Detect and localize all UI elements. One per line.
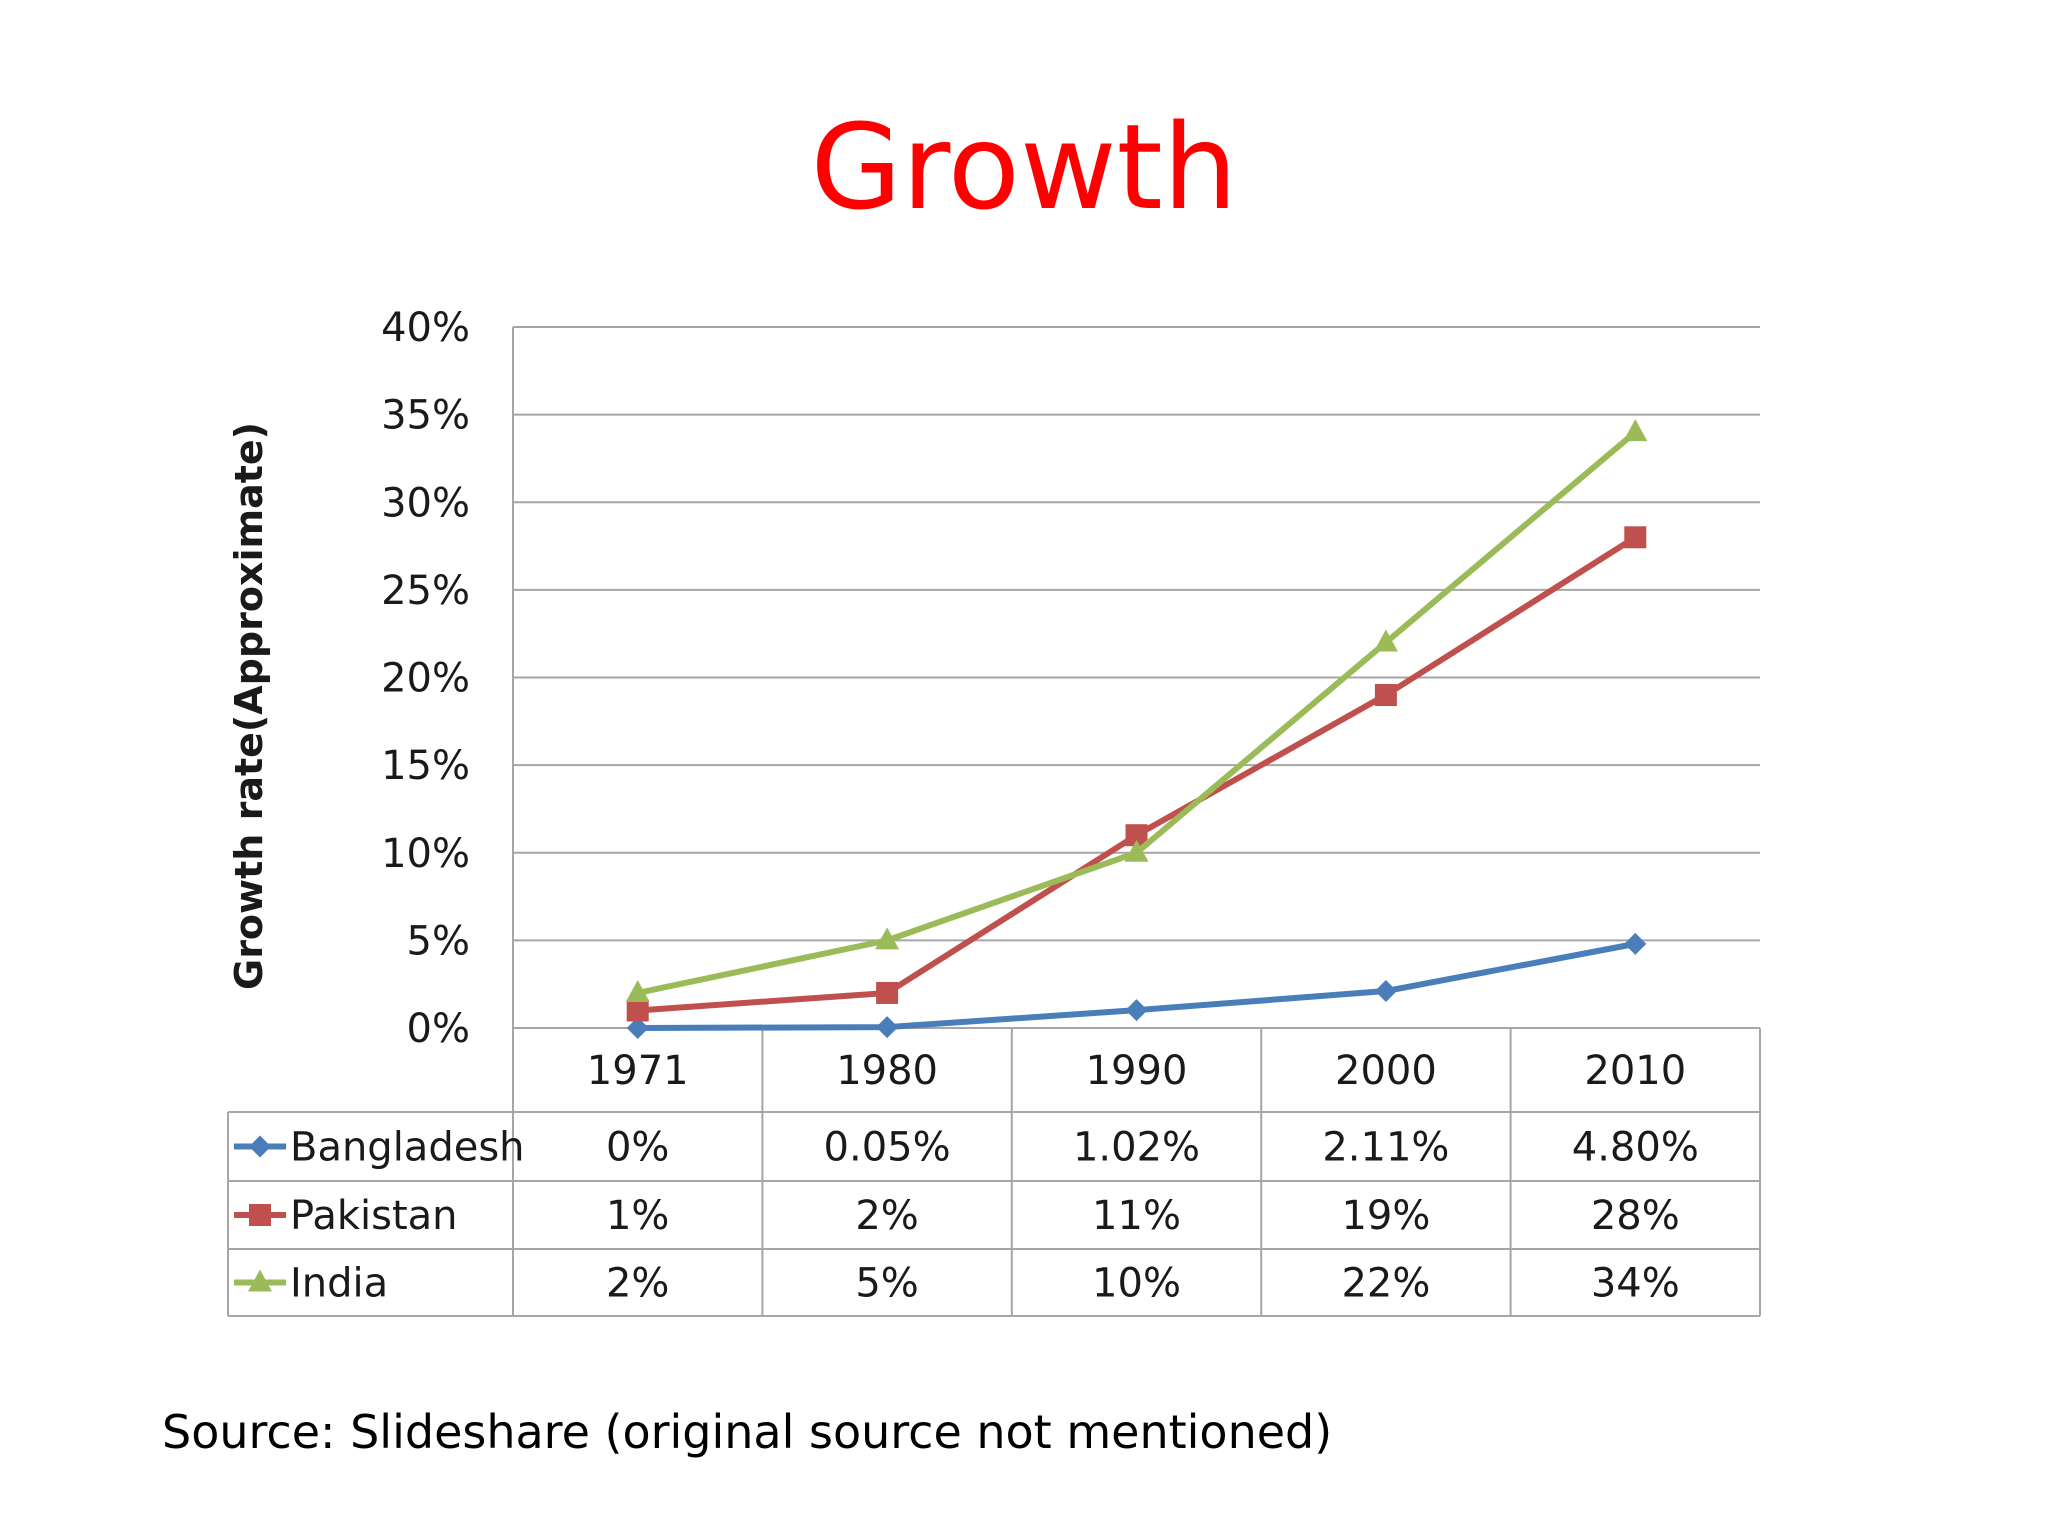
series-lines [625,419,1648,1039]
square-marker [1125,824,1148,847]
diamond-marker [249,1135,271,1158]
data-point [1125,824,1148,847]
data-point [876,981,899,1004]
square-marker [1624,526,1647,549]
series-pakistan [626,526,1647,1022]
data-point [625,979,650,1002]
legend-label: India [290,1261,388,1307]
legend-label: Bangladesh [290,1125,525,1171]
data-point [626,1017,649,1039]
gridlines [512,326,1760,1028]
table-cell-value: 2% [606,1261,669,1307]
table-cell-value: 34% [1591,1261,1680,1307]
table-cell-value: 1% [606,1193,669,1239]
table-cell-value: 0.05% [824,1125,951,1171]
triangle-marker [1373,629,1398,652]
y-tick-label: 15% [381,743,470,789]
data-point [1124,839,1149,862]
x-category-label: 1990 [1086,1048,1188,1094]
y-axis-ticks: 0% 5% 10% 15% 20% 25% 30% 35% 40% [381,305,470,1052]
data-point [626,999,649,1022]
triangle-marker [1124,839,1149,862]
legend-key-india [234,1269,286,1292]
data-point [1374,980,1397,1003]
y-axis-label: Growth rate(Approximate) [227,422,271,990]
diamond-marker [1374,980,1397,1003]
square-marker [876,981,899,1004]
diamond-marker [1624,932,1647,955]
square-marker [1374,684,1397,707]
diamond-marker [626,1017,649,1039]
source-note: Source: Slideshare (original source not … [162,1405,1333,1459]
triangle-marker [248,1269,272,1292]
data-point [875,927,900,950]
table-cell-value: 2% [855,1193,918,1239]
data-point [1623,419,1648,442]
legend-key-pakistan [234,1204,286,1226]
y-tick-label: 5% [407,918,470,964]
table-cell-value: 28% [1591,1193,1680,1239]
data-table: 1971 1980 1990 2000 2010 Bangladesh 0% 0.05% 1.0… [227,1027,1761,1317]
table-cell-value: 1.02% [1073,1125,1200,1171]
x-category-label: 1971 [587,1048,689,1094]
x-category-label: 2010 [1584,1048,1686,1094]
table-cell-value: 10% [1092,1261,1181,1307]
triangle-marker [625,979,650,1002]
data-point [1624,932,1647,955]
table-cell-value: 4.80% [1572,1125,1699,1171]
y-tick-label: 20% [381,656,470,702]
y-tick-label: 25% [381,568,470,614]
y-tick-label: 35% [381,393,470,439]
data-point [1125,999,1148,1022]
table-cell-value: 2.11% [1322,1125,1449,1171]
square-marker [249,1204,271,1226]
data-point [876,1016,899,1039]
y-tick-label: 10% [381,831,470,877]
data-point [1373,629,1398,652]
legend-key-bangladesh [234,1135,286,1158]
diamond-marker [1125,999,1148,1022]
y-tick-label: 40% [381,305,470,351]
x-category-label: 2000 [1335,1048,1437,1094]
triangle-marker [1623,419,1648,442]
square-marker [626,999,649,1022]
x-category-label: 1980 [836,1048,938,1094]
slide-title: Growth [810,98,1238,236]
triangle-marker [875,927,900,950]
table-cell-value: 19% [1341,1193,1430,1239]
series-line [637,429,1638,996]
data-point [1624,526,1647,549]
data-point [1374,684,1397,707]
series-bangladesh [626,932,1647,1039]
diamond-marker [876,1016,899,1039]
table-cell-value: 22% [1341,1261,1430,1307]
y-tick-label: 0% [407,1006,470,1052]
legend-label: Pakistan [290,1193,458,1239]
y-tick-label: 30% [381,480,470,526]
table-cell-value: 5% [855,1261,918,1307]
table-cell-value: 0% [606,1125,669,1171]
table-cell-value: 11% [1092,1193,1181,1239]
series-india [625,419,1648,1002]
